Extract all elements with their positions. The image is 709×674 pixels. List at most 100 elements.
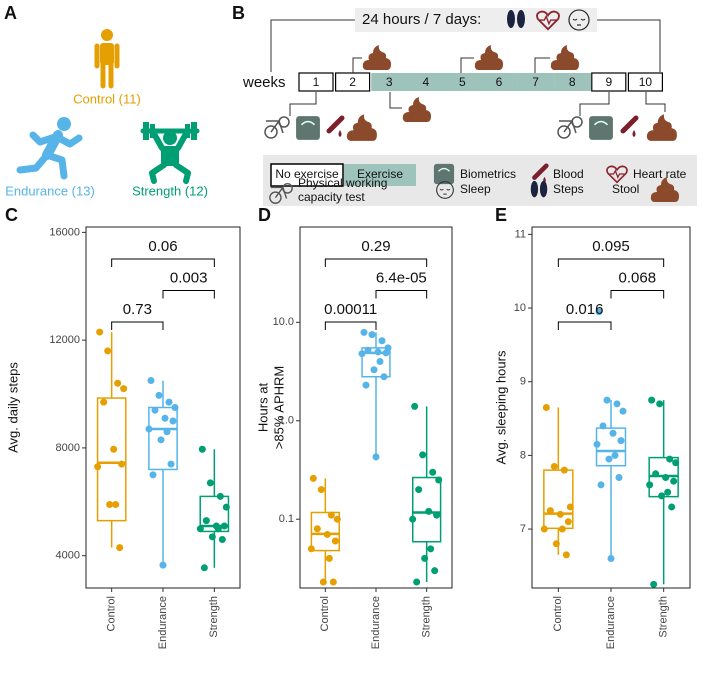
point — [421, 554, 429, 562]
point — [157, 436, 165, 444]
comparison-bracket — [111, 321, 164, 330]
point — [607, 555, 615, 563]
point — [222, 503, 230, 511]
point — [200, 564, 208, 572]
point — [96, 328, 104, 336]
point — [372, 453, 380, 461]
week-box — [371, 73, 408, 91]
y-tick-label: 8 — [520, 449, 526, 461]
panel-label: D — [258, 205, 271, 225]
point — [362, 381, 370, 389]
point — [658, 492, 666, 500]
group-label: Control (11) — [73, 91, 141, 106]
stool-icon — [362, 45, 391, 70]
point — [652, 470, 660, 478]
point — [605, 455, 613, 463]
y-axis-label: Avg. sleeping hours — [493, 350, 508, 464]
point — [218, 536, 226, 544]
stool-icon — [402, 97, 431, 122]
point — [149, 471, 157, 479]
point — [558, 525, 566, 533]
torso — [100, 43, 114, 65]
x-tick-label: Endurance — [157, 596, 169, 649]
point — [118, 460, 126, 468]
bio-icon — [295, 115, 321, 141]
legend-no-exercise — [270, 163, 344, 187]
point — [419, 451, 427, 459]
point — [147, 377, 155, 385]
point — [110, 445, 118, 453]
point — [325, 554, 333, 562]
week-label: 10 — [639, 75, 653, 89]
comparison-bracket — [162, 290, 215, 299]
legend-text: Physical working — [298, 176, 387, 190]
comparison-label: 6.4e-05 — [376, 269, 427, 286]
y-tick-label: 10.0 — [273, 316, 294, 328]
limbs — [149, 129, 191, 184]
comparison-bracket — [557, 258, 665, 267]
week-box — [554, 73, 591, 91]
point — [327, 511, 335, 519]
point — [165, 398, 173, 406]
point — [163, 428, 171, 436]
point — [560, 466, 568, 474]
point — [145, 425, 153, 433]
torso — [161, 146, 179, 166]
weeks-label: weeks — [242, 74, 286, 91]
point — [196, 525, 204, 533]
y-tick-label: 1.0 — [279, 415, 294, 427]
limbs — [94, 43, 120, 89]
point — [597, 481, 605, 489]
x-tick-label: Control — [552, 596, 564, 631]
point — [159, 561, 167, 569]
point — [611, 451, 619, 459]
comparison-label: 0.29 — [361, 238, 390, 255]
week-box — [298, 72, 334, 92]
legend-text: No exercise — [275, 167, 339, 181]
week-label: 5 — [459, 75, 466, 89]
comparison-bracket — [375, 290, 428, 299]
point — [382, 349, 390, 357]
point — [670, 477, 678, 485]
blood-icon — [329, 118, 342, 137]
comparison-label: 0.095 — [592, 238, 630, 255]
point — [666, 455, 674, 463]
plate — [143, 122, 149, 140]
control-icon — [94, 29, 120, 89]
week-box — [444, 73, 482, 91]
point — [374, 348, 382, 356]
point — [331, 537, 339, 545]
point — [206, 479, 214, 487]
week-label: 1 — [313, 75, 320, 89]
bio-icon — [588, 115, 614, 141]
comparison-bracket — [324, 258, 428, 267]
point — [664, 488, 672, 496]
y-tick-label: 8000 — [56, 442, 80, 454]
connector — [289, 57, 666, 116]
group-label: Endurance (13) — [5, 183, 95, 198]
endurance-icon — [16, 117, 83, 180]
comparison-label: 0.06 — [148, 238, 177, 255]
comparison-label: 0.016 — [566, 301, 604, 318]
point — [411, 402, 419, 410]
point — [220, 522, 228, 530]
y-axis-label: >85% APHRM — [271, 366, 286, 449]
point — [104, 347, 112, 355]
point — [167, 460, 175, 468]
y-tick-label: 7 — [520, 523, 526, 535]
point — [120, 385, 128, 393]
point — [112, 500, 120, 508]
strength-icon — [140, 122, 200, 184]
point — [94, 463, 102, 471]
point — [216, 492, 224, 500]
point — [116, 544, 124, 552]
x-tick-label: Endurance — [605, 596, 617, 649]
stool-icon — [646, 114, 677, 141]
x-tick-label: Strength — [208, 596, 220, 638]
point — [435, 476, 443, 484]
week-box — [591, 72, 627, 92]
y-tick-label: 10 — [514, 302, 526, 314]
week-box — [627, 72, 664, 92]
point — [409, 515, 417, 523]
